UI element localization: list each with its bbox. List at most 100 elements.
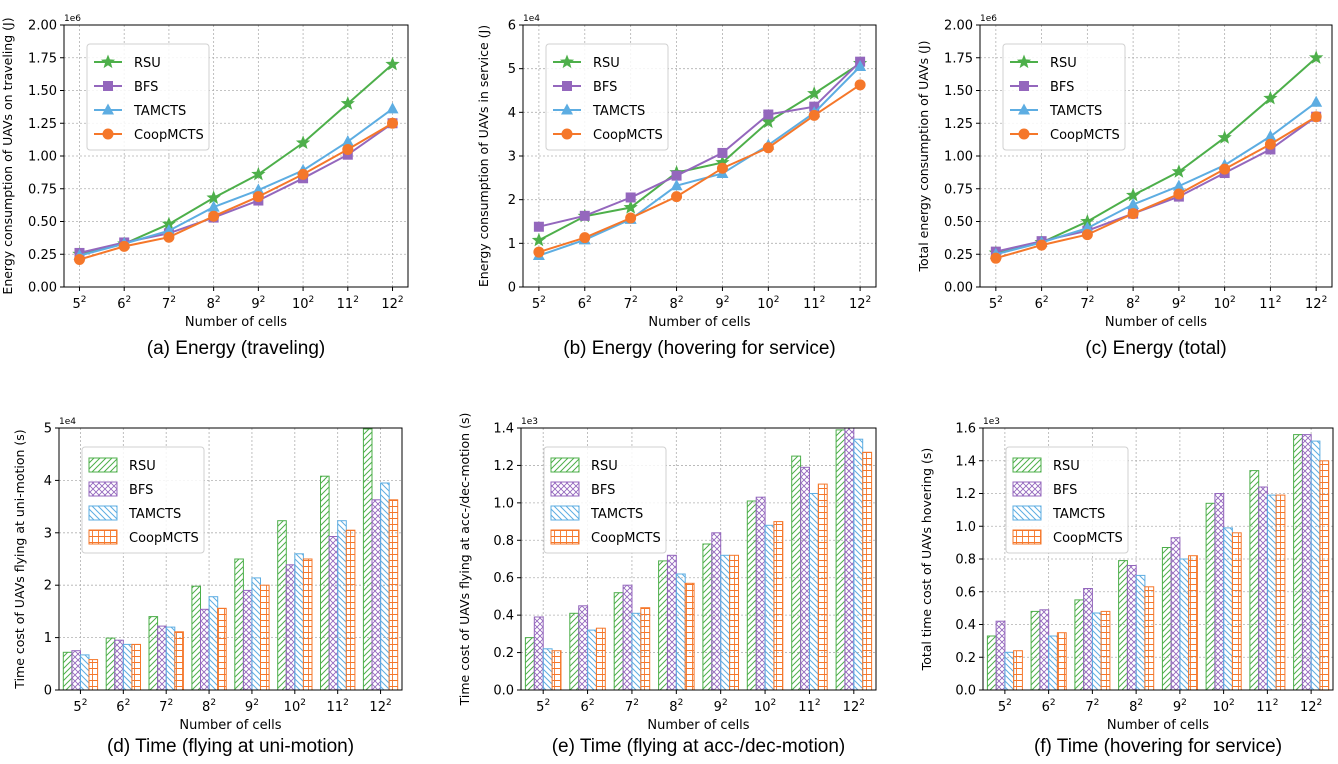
legend-label-tamcts: TAMCTS (592, 104, 645, 119)
subplot-a: 0.00 0.25 0.50 0.75 1.00 1.25 1.50 1.75 2.00 52 62… (0, 14, 409, 359)
legend-label-rsu: RSU (1053, 459, 1080, 474)
x-tick-label: 82 (1126, 295, 1140, 312)
bar-rsu (148, 616, 159, 691)
x-tick-label: 82 (202, 698, 216, 715)
data-point-coopmcts (73, 253, 85, 265)
x-tick-label: 62 (578, 295, 592, 312)
y-tick-label: 0 (44, 684, 52, 699)
x-tick-label: 52 (989, 295, 1003, 312)
legend-label-rsu: RSU (593, 56, 620, 71)
data-point-coopmcts (163, 231, 175, 243)
subplot-f: 0.0 0.2 0.4 0.6 0.8 1.0 1.2 1.4 1.6 52 62 72 82 92 102… (919, 417, 1334, 757)
y-tick-label: 0.8 (955, 553, 976, 568)
legend-box (81, 446, 205, 554)
bar-bfs (242, 589, 253, 691)
data-point-coopmcts (252, 191, 264, 203)
x-tick-label: 102 (284, 698, 306, 715)
y-tick-label: 0.75 (28, 182, 57, 197)
x-tick-label: 72 (159, 698, 173, 715)
legend-swatch (88, 457, 118, 473)
bar-rsu (1118, 560, 1128, 691)
y-multiplier: 1e3 (521, 417, 538, 427)
x-tick-label: 82 (207, 295, 221, 312)
bar-coopmcts (1100, 610, 1111, 691)
legend-label-bfs: BFS (129, 483, 153, 498)
bar-tamcts (79, 654, 90, 691)
x-tick-label: 102 (292, 295, 314, 312)
bar-bfs (157, 625, 167, 691)
x-tick-label: 92 (715, 295, 729, 312)
plot-frame (982, 427, 1334, 691)
y-axis-label: Total energy consumption of UAVs (J) (916, 41, 931, 273)
x-tick-label: 62 (1042, 698, 1056, 715)
data-point-coopmcts (1310, 111, 1322, 123)
legend-label-rsu: RSU (129, 459, 156, 474)
bar-rsu (835, 429, 846, 691)
x-tick-label: 62 (117, 295, 131, 312)
data-point-rsu (295, 135, 311, 149)
y-tick-label: 1 (44, 631, 52, 646)
x-tick-label: 72 (625, 698, 639, 715)
subplot-caption: (b) Energy (hovering for service) (563, 338, 835, 359)
data-point-rsu (623, 200, 638, 214)
data-point-rsu (1126, 187, 1141, 202)
bar-tamcts (675, 573, 686, 691)
data-point-bfs (625, 192, 636, 203)
legend-marker (103, 81, 113, 91)
x-tick-label: 122 (843, 698, 865, 715)
bar-bfs (1083, 588, 1093, 691)
legend-swatch (550, 505, 580, 521)
bar-rsu (1293, 434, 1303, 691)
legend-swatch (88, 529, 118, 545)
bar-rsu (105, 637, 116, 691)
bar-coopmcts (729, 554, 739, 691)
data-point-tamcts (670, 179, 683, 191)
x-tick-label: 122 (849, 295, 871, 312)
x-tick-label: 102 (1213, 295, 1235, 312)
x-tick-label: 92 (1173, 698, 1187, 715)
series-line-tamcts (538, 65, 861, 257)
subplot-e: 0.0 0.2 0.4 0.6 0.8 1.0 1.2 1.4 52 62 72 82 92 102 112… (457, 413, 877, 757)
series-line-bfs (538, 60, 861, 228)
data-point-rsu (1080, 214, 1095, 228)
data-point-tamcts (1310, 95, 1323, 107)
bar-bfs (1039, 609, 1050, 691)
data-point-coopmcts (1219, 163, 1231, 175)
y-multiplier: 1e6 (64, 14, 81, 24)
bar-coopmcts (217, 607, 227, 691)
bar-rsu (362, 428, 373, 691)
legend-label-tamcts: TAMCTS (133, 104, 186, 119)
plot-frame (520, 427, 877, 691)
subplot-b: 0 1 2 3 4 5 6 52 62 72 82 92 102 112 122 1e4 Number of c… (476, 14, 877, 359)
subplot-caption: (c) Energy (total) (1085, 338, 1226, 359)
legend-swatch (1012, 481, 1042, 497)
legend-label-bfs: BFS (593, 80, 617, 95)
subplot-caption: (a) Energy (traveling) (147, 338, 325, 359)
x-tick-label: 62 (1035, 295, 1049, 312)
x-tick-label: 52 (72, 295, 86, 312)
bar-rsu (524, 637, 535, 691)
bar-tamcts (542, 648, 553, 691)
bar-rsu (1249, 470, 1260, 691)
data-point-rsu (1309, 50, 1324, 64)
legend-box (1005, 446, 1129, 554)
y-axis-label: Energy consumption of UAVs in service (J… (476, 25, 491, 287)
data-point-tamcts (252, 183, 265, 195)
bar-rsu (191, 585, 201, 691)
data-point-coopmcts (533, 246, 545, 258)
data-point-coopmcts (671, 191, 683, 203)
x-tick-label: 72 (624, 295, 638, 312)
x-axis-label: Number of cells (1107, 718, 1209, 733)
y-tick-label: 2.00 (28, 19, 57, 34)
data-point-coopmcts (1081, 229, 1093, 241)
y-multiplier: 1e3 (983, 417, 1000, 427)
data-point-tamcts (1264, 129, 1277, 141)
y-tick-label: 1.25 (28, 117, 57, 132)
x-tick-label: 122 (1300, 698, 1322, 715)
series-line-coopmcts (79, 122, 394, 261)
bar-coopmcts (1319, 460, 1330, 691)
x-tick-label: 52 (73, 698, 87, 715)
y-tick-label: 1.4 (955, 454, 976, 469)
x-tick-label: 122 (1305, 295, 1327, 312)
y-tick-label: 0.25 (28, 248, 57, 263)
